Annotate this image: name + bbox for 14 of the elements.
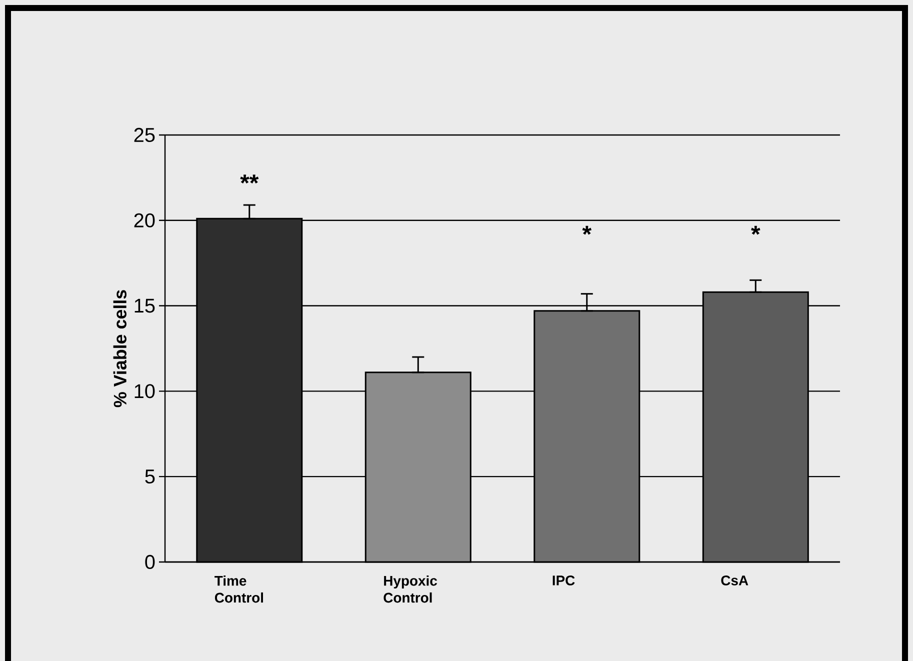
x-tick-label: Time Control	[214, 576, 263, 603]
x-tick-label: Hypoxic Control	[384, 576, 437, 603]
annotation: **	[240, 174, 259, 184]
x-tick-label: CsA	[721, 575, 748, 586]
y-tick-label: 5	[145, 470, 155, 484]
y-tick-label: 25	[134, 128, 155, 142]
y-tick-label: 15	[134, 298, 155, 313]
y-axis-title: % Viable cells	[113, 290, 126, 408]
y-tick-label: 0	[145, 554, 155, 570]
x-tick-label: IPC	[552, 575, 575, 586]
annotation: *	[751, 226, 760, 235]
y-tick-label: 20	[134, 213, 155, 228]
y-tick-label: 10	[134, 384, 155, 398]
annotation: *	[582, 226, 592, 235]
